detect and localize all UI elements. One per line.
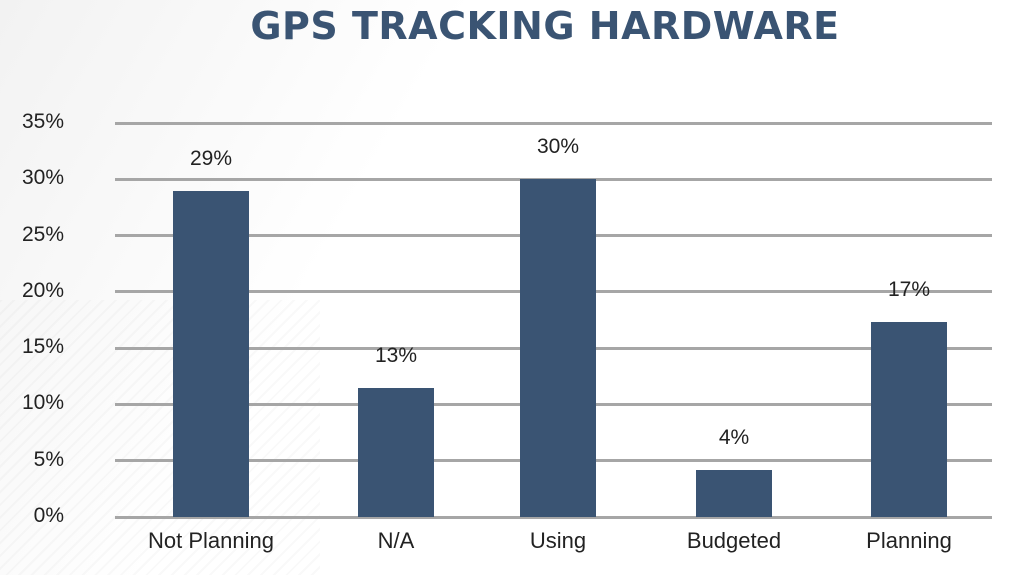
y-axis-tick-label: 10% bbox=[21, 391, 64, 415]
bar-not-planning bbox=[173, 190, 249, 517]
y-axis-tick-label: 20% bbox=[21, 278, 64, 302]
data-label: 30% bbox=[536, 135, 580, 159]
x-axis-category-label: Not Planning bbox=[148, 528, 274, 553]
y-axis-tick-label: 5% bbox=[33, 447, 64, 471]
x-axis-category-label: Budgeted bbox=[686, 528, 782, 553]
y-axis-tick-label: 25% bbox=[21, 222, 64, 246]
bar-planning bbox=[871, 322, 947, 517]
gridline bbox=[115, 515, 992, 519]
data-label: 13% bbox=[374, 343, 418, 367]
gridline bbox=[115, 121, 992, 125]
data-label: 4% bbox=[718, 425, 750, 449]
data-label: 17% bbox=[887, 278, 931, 302]
data-label: 29% bbox=[189, 146, 233, 170]
x-axis-category-label: Using bbox=[529, 528, 587, 553]
y-axis-tick-label: 15% bbox=[21, 335, 64, 359]
bar-using bbox=[520, 179, 596, 517]
chart-title: GPS TRACKING HARDWARE bbox=[250, 4, 840, 48]
x-axis-category-label: N/A bbox=[377, 528, 415, 553]
bar-budgeted bbox=[696, 469, 772, 517]
y-axis-tick-label: 35% bbox=[21, 110, 64, 133]
y-axis-tick-label: 30% bbox=[21, 166, 64, 190]
y-axis-tick-label: 0% bbox=[33, 504, 64, 527]
x-axis-category-label: Planning bbox=[866, 528, 952, 553]
bar-n-a bbox=[358, 387, 434, 517]
